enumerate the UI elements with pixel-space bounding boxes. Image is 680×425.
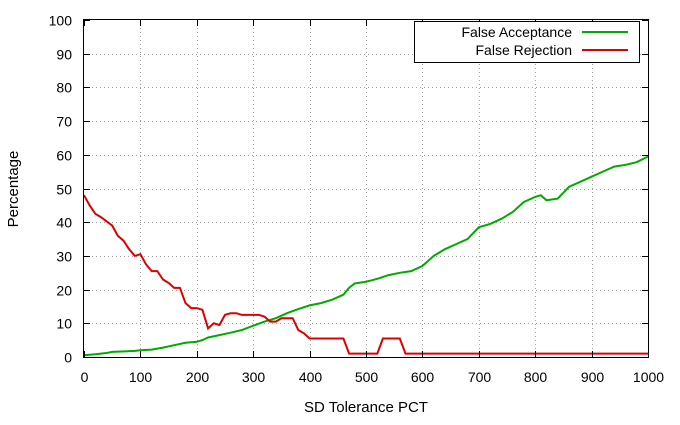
x-tick-label-400: 400 — [299, 369, 323, 385]
x-tick-label-700: 700 — [468, 369, 492, 385]
x-tick-label-500: 500 — [355, 369, 379, 385]
x-tick-label-200: 200 — [186, 369, 210, 385]
ticks — [84, 20, 649, 358]
y-tick-label-100: 100 — [49, 13, 73, 29]
legend-box — [414, 21, 640, 63]
legend: False Acceptance False Rejection — [414, 21, 640, 63]
grid — [84, 20, 648, 357]
y-tick-label-0: 0 — [64, 350, 72, 366]
x-tick-label-0: 0 — [81, 369, 89, 385]
x-tick-label-300: 300 — [242, 369, 266, 385]
x-tick-label-1000: 1000 — [633, 369, 664, 385]
x-tick-label-600: 600 — [411, 369, 435, 385]
series-line-false-acceptance — [83, 155, 649, 357]
x-tick-label-900: 900 — [581, 369, 605, 385]
y-tick-label-60: 60 — [56, 148, 72, 164]
x-tick-label-800: 800 — [524, 369, 548, 385]
series-layer — [83, 155, 649, 357]
plot-frame — [83, 19, 649, 358]
y-tick-label-90: 90 — [56, 47, 72, 63]
y-tick-label-40: 40 — [56, 215, 72, 231]
y-tick-label-10: 10 — [56, 316, 72, 332]
y-tick-label-50: 50 — [56, 182, 72, 198]
legend-label-false-rejection: False Rejection — [476, 42, 573, 58]
y-axis-title: Percentage — [5, 151, 22, 228]
x-tick-label-100: 100 — [129, 369, 153, 385]
x-axis-title: SD Tolerance PCT — [304, 399, 428, 416]
y-tick-label-70: 70 — [56, 114, 72, 130]
y-tick-label-30: 30 — [56, 249, 72, 265]
legend-label-false-acceptance: False Acceptance — [461, 24, 572, 40]
y-tick-label-80: 80 — [56, 80, 72, 96]
series-line-false-rejection — [83, 194, 648, 355]
y-tick-label-20: 20 — [56, 283, 72, 299]
